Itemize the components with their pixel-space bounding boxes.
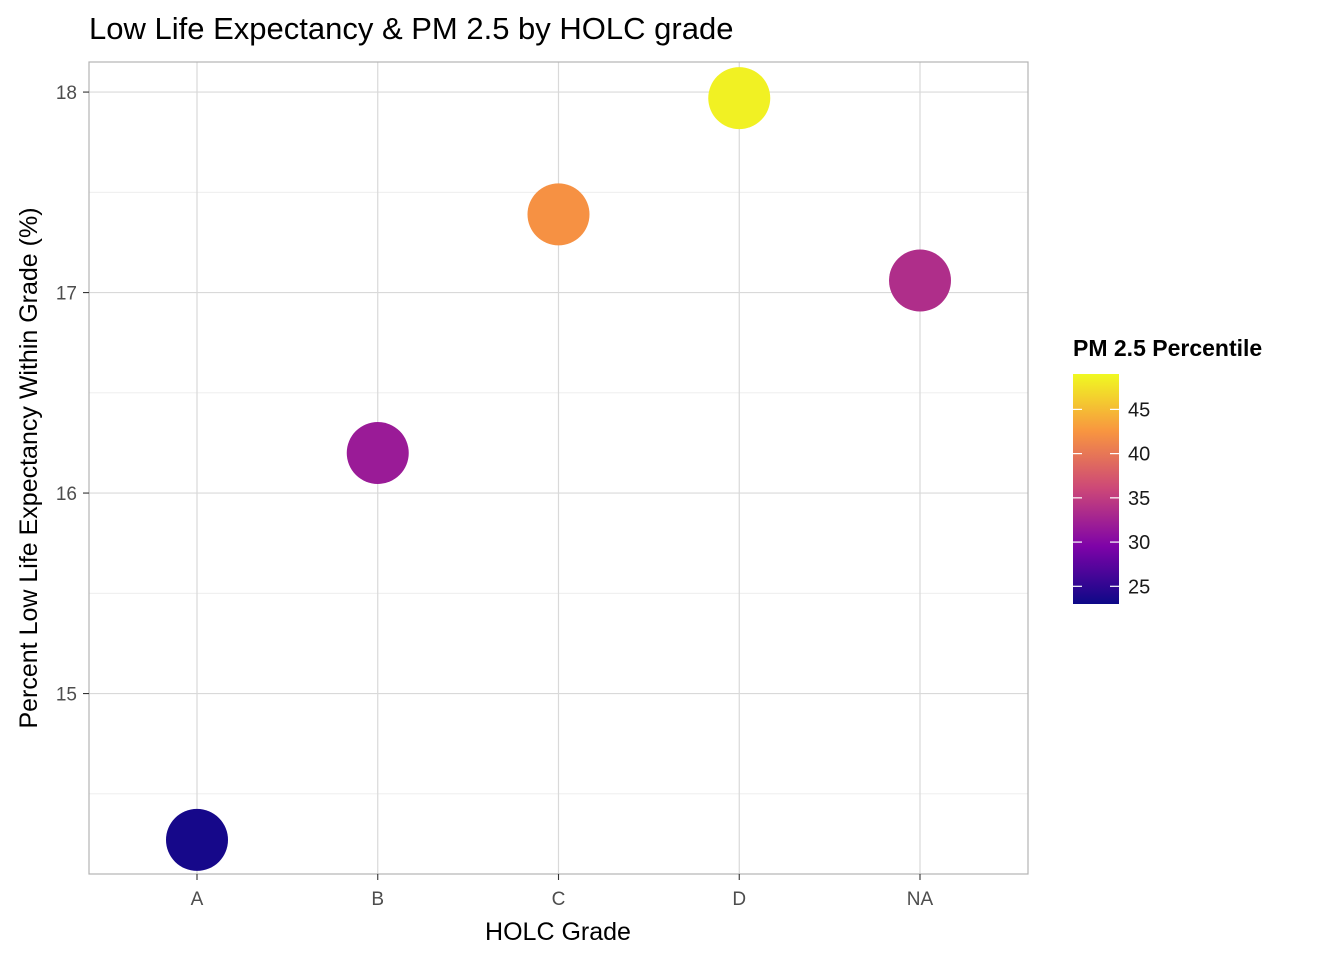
x-tick-label: NA bbox=[907, 889, 934, 910]
legend-tick-label: 25 bbox=[1128, 576, 1150, 598]
legend-tick-label: 40 bbox=[1128, 444, 1150, 466]
data-point-b bbox=[346, 421, 409, 484]
x-tick-label: D bbox=[732, 889, 746, 910]
x-axis-title: HOLC Grade bbox=[485, 918, 631, 946]
legend-title: PM 2.5 Percentile bbox=[1073, 335, 1262, 361]
y-axis-title: Percent Low Life Expectancy Within Grade… bbox=[15, 207, 43, 728]
data-point-d bbox=[708, 67, 771, 130]
x-tick-label: A bbox=[191, 889, 204, 910]
data-point-na bbox=[889, 249, 951, 312]
y-tick-label: 17 bbox=[56, 284, 77, 305]
chart-title: Low Life Expectancy & PM 2.5 by HOLC gra… bbox=[89, 11, 733, 46]
x-tick-label: C bbox=[552, 889, 566, 910]
legend-ticks: 25 30 35 40 45 bbox=[1073, 399, 1150, 598]
data-points bbox=[166, 67, 951, 871]
x-tick-label: B bbox=[371, 889, 384, 910]
y-tick-label: 15 bbox=[56, 685, 77, 706]
legend-tick-label: 35 bbox=[1128, 488, 1150, 510]
legend-tick-label: 45 bbox=[1128, 399, 1150, 421]
x-tick-labels: A B C D NA bbox=[191, 874, 934, 910]
y-tick-label: 18 bbox=[56, 83, 77, 104]
legend-tick-label: 30 bbox=[1128, 532, 1150, 554]
legend-colorbar bbox=[1073, 374, 1119, 604]
y-tick-label: 16 bbox=[56, 484, 77, 505]
data-point-c bbox=[527, 183, 590, 246]
legend: PM 2.5 Percentile 25 30 35 40 45 bbox=[1073, 335, 1262, 604]
data-point-a bbox=[166, 808, 228, 871]
y-tick-labels: 15 16 17 18 bbox=[56, 83, 89, 706]
